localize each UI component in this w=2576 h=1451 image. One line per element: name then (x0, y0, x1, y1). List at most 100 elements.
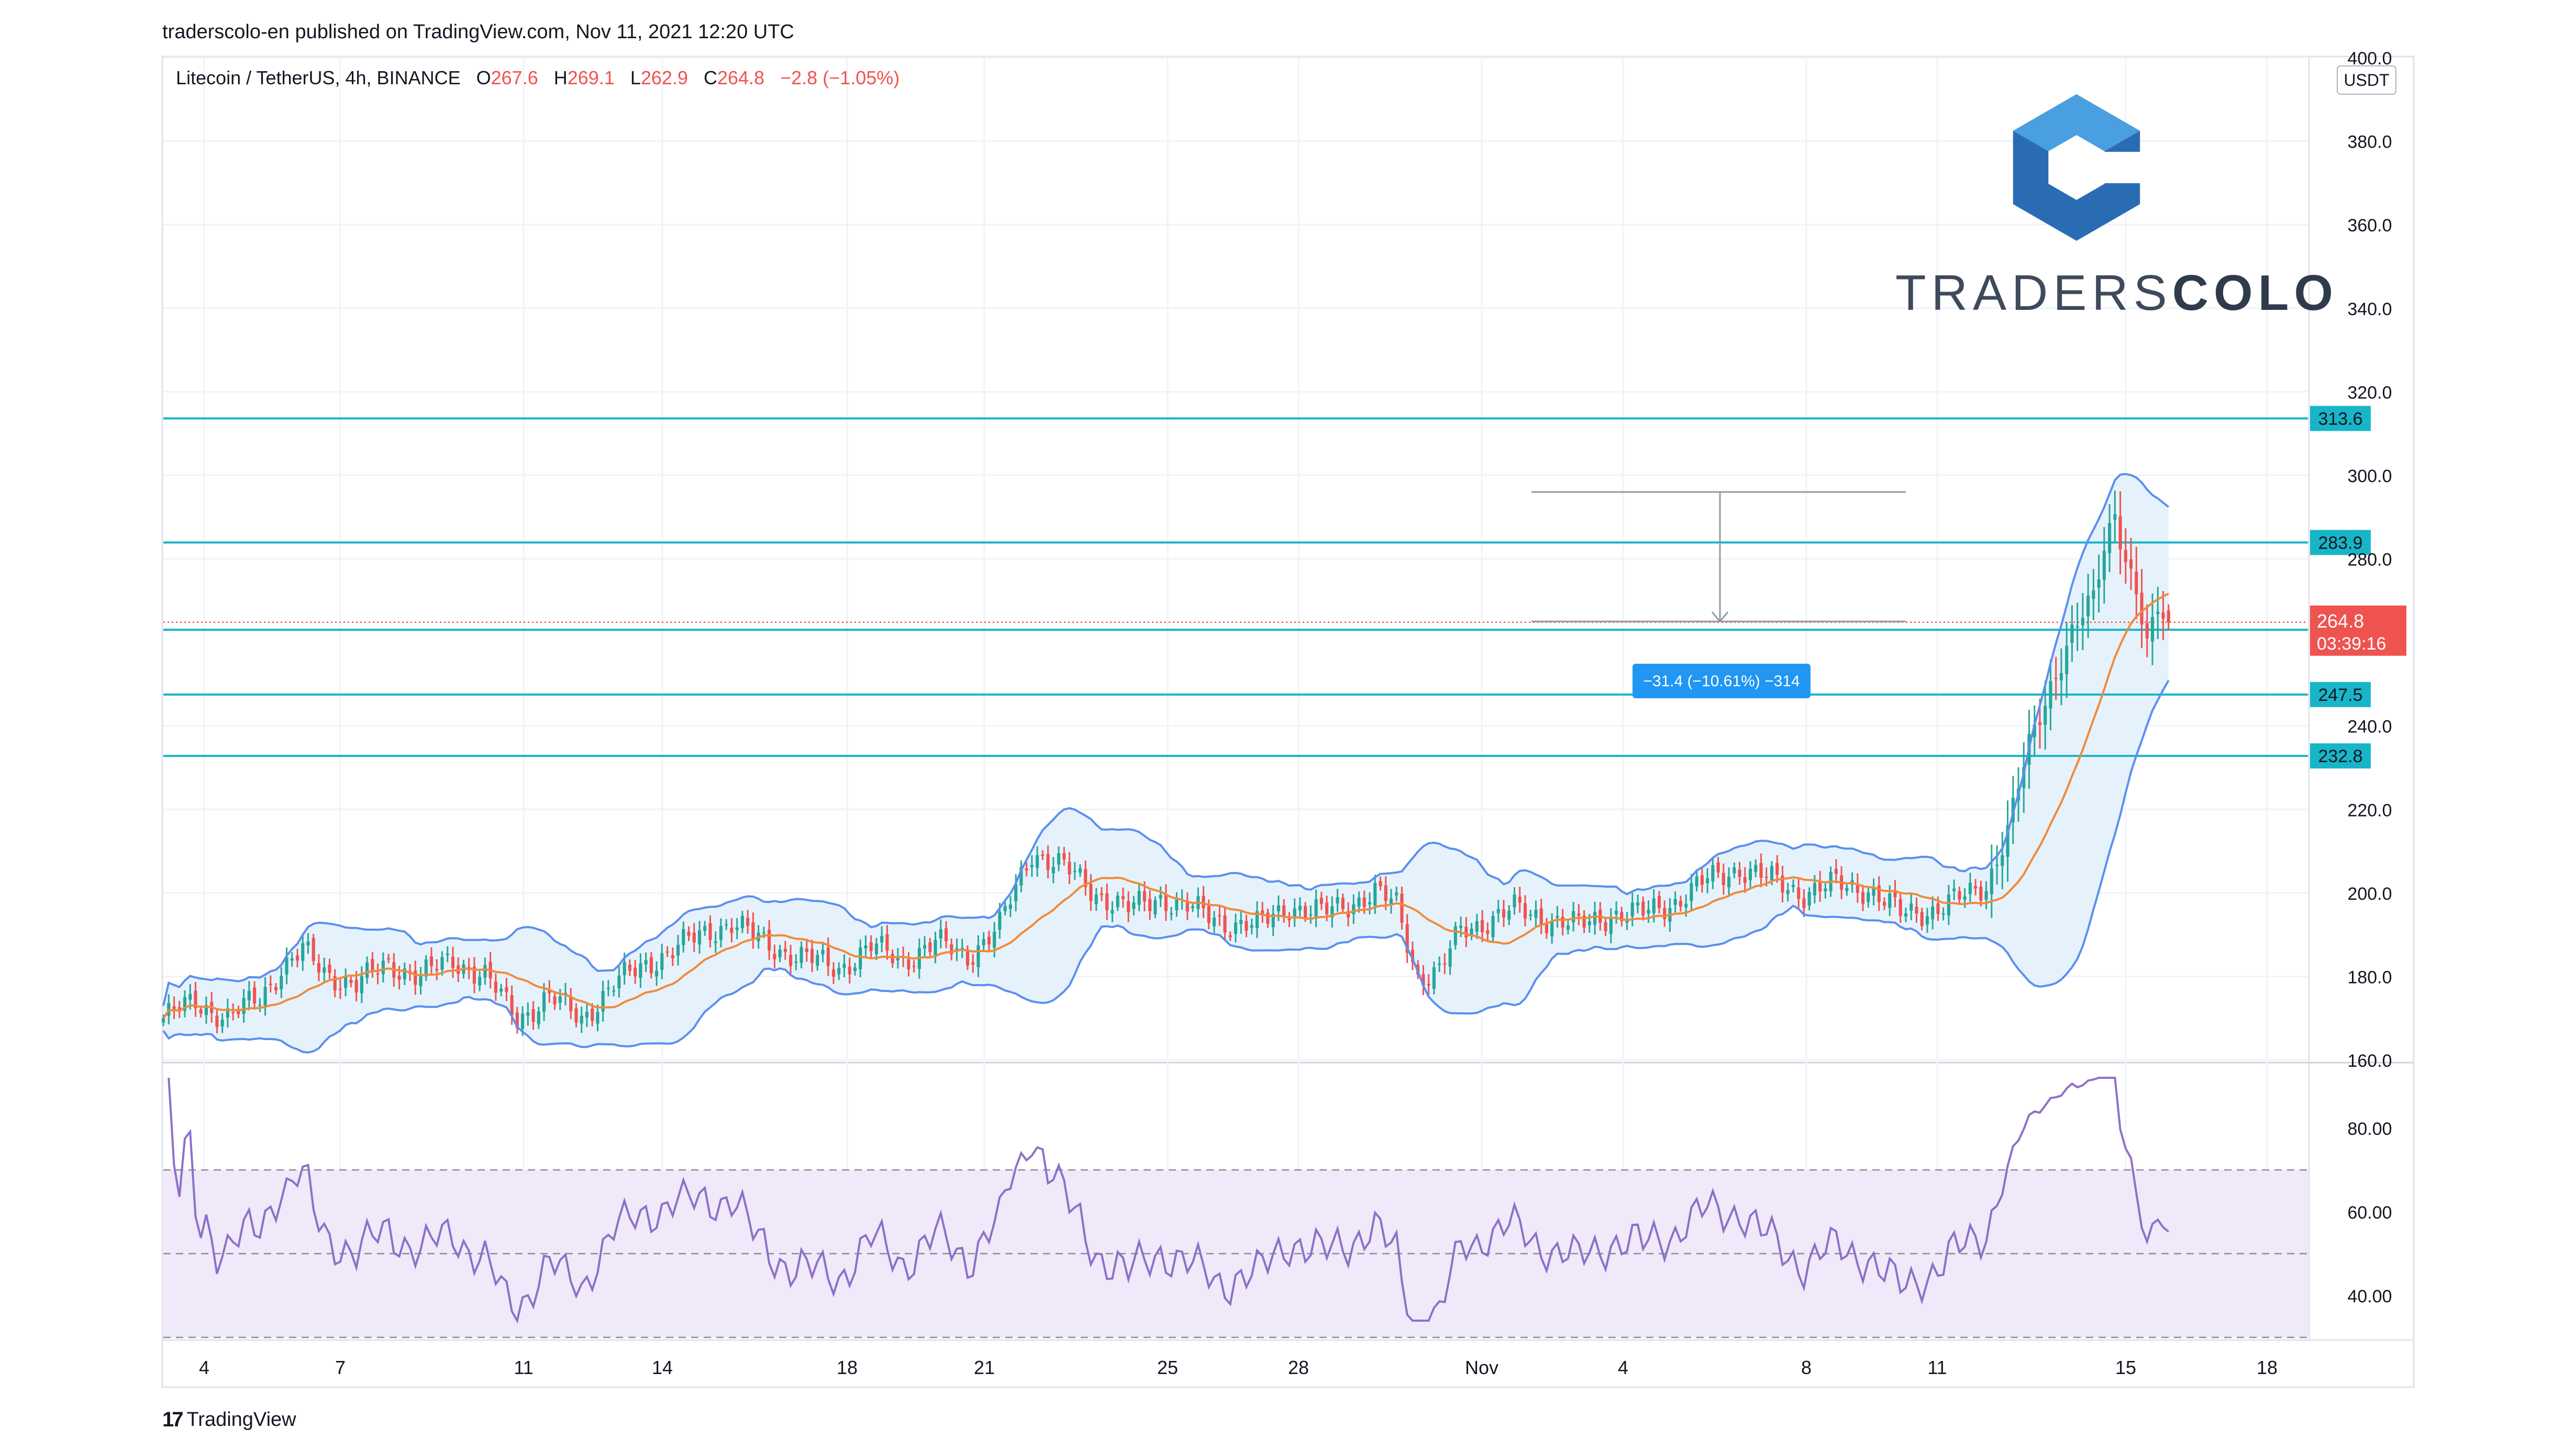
candle-body (472, 966, 476, 984)
candle-body (703, 925, 707, 931)
candle-body (1309, 914, 1313, 916)
price-tick-label: 280.0 (2347, 550, 2392, 570)
candle-body (976, 945, 980, 967)
candle-body (1491, 916, 1495, 937)
candle-body (1234, 922, 1238, 934)
candle-body (1293, 908, 1296, 917)
open-value: 267.6 (491, 67, 538, 88)
candle-body (172, 1006, 176, 1009)
candle-body (1845, 888, 1849, 891)
candle-body (1271, 913, 1275, 928)
candle-body (1979, 886, 1983, 901)
candle-body (1405, 924, 1409, 953)
candle-body (1336, 897, 1339, 903)
candle-body (864, 945, 868, 948)
candle-body (1239, 920, 1243, 924)
candle-body (2156, 611, 2160, 615)
currency-label: USDT (2344, 71, 2389, 90)
candle-body (247, 990, 251, 1001)
candle-body (301, 943, 305, 961)
candle-body (740, 916, 744, 929)
tradingview-footer[interactable]: 17 TradingView (162, 1408, 296, 1432)
candle-body (494, 981, 497, 993)
candle-body (188, 994, 192, 1000)
candle-body (778, 950, 782, 958)
candle-body (891, 954, 894, 964)
close-label: C (703, 67, 717, 88)
candle-body (371, 959, 374, 971)
price-tick-label: 400.0 (2347, 49, 2392, 69)
candle-body (531, 1009, 535, 1022)
candle-body (1984, 891, 1988, 900)
candle-body (220, 1020, 224, 1027)
measure-tool[interactable]: −31.4 (−10.61%) −314 (1531, 491, 1906, 698)
candle-body (1121, 896, 1125, 899)
candle-body (1593, 911, 1597, 925)
candle-body (1587, 921, 1591, 925)
candle-body (397, 975, 401, 980)
candle-body (510, 995, 514, 1015)
candle-body (419, 975, 423, 987)
tradingview-label: TradingView (186, 1409, 296, 1431)
candle-body (204, 1005, 208, 1015)
candle-body (478, 976, 482, 986)
candle-body (365, 962, 369, 978)
candle-body (1807, 892, 1811, 906)
candle-body (1716, 862, 1720, 873)
candle-body (1142, 891, 1146, 902)
candle-body (1738, 869, 1741, 877)
bollinger-upper-line (162, 473, 2170, 1006)
candle-body (1159, 895, 1162, 899)
candle-body (312, 938, 315, 961)
candle-body (1357, 897, 1361, 907)
candle-body (934, 940, 937, 955)
currency-box[interactable] (2337, 65, 2396, 95)
candle-body (1111, 910, 1114, 914)
candle-body (1925, 916, 1929, 925)
candle-body (1834, 868, 1838, 874)
candle-body (1824, 888, 1827, 891)
candle-body (521, 1013, 525, 1029)
candle-body (665, 951, 669, 953)
candle-body (1330, 906, 1334, 918)
last-price-label: 264.8 (2317, 610, 2364, 632)
candle-body (1647, 910, 1650, 914)
level-price-label: 283.9 (2318, 533, 2362, 553)
candle-body (2161, 612, 2165, 619)
price-tick-label: 360.0 (2347, 216, 2392, 236)
candle-body (1282, 905, 1286, 917)
level-price-label: 313.6 (2318, 409, 2362, 429)
candle-body (725, 924, 728, 926)
candle-body (1379, 881, 1382, 886)
candle-body (1084, 869, 1087, 887)
candle-body (950, 944, 953, 955)
candle-body (1352, 904, 1356, 914)
candle-body (1759, 863, 1763, 878)
time-tick-label: 15 (2115, 1357, 2136, 1378)
candle-body (1389, 898, 1393, 905)
candle-body (274, 987, 278, 991)
candle-body (1523, 903, 1527, 919)
candle-body (1904, 913, 1908, 917)
symbol-legend[interactable]: Litecoin / TetherUS, 4h, BINANCE O267.6 … (176, 67, 900, 89)
candle-body (167, 1003, 171, 1016)
candle-body (644, 960, 648, 965)
brand-right: COLO (2172, 265, 2339, 321)
candle-body (606, 988, 610, 989)
level-price-tag (2310, 682, 2371, 707)
candle-body (2006, 825, 2009, 857)
candle-body (553, 996, 557, 1004)
time-tick-label: 21 (974, 1357, 995, 1378)
candle-body (1941, 913, 1945, 915)
candle-body (649, 957, 653, 974)
candle-body (1636, 902, 1640, 906)
candle-body (328, 964, 331, 973)
candle-body (1068, 862, 1071, 875)
candle-body (499, 988, 503, 992)
candle-body (682, 929, 685, 945)
candle-body (349, 980, 353, 983)
candle-body (515, 1012, 519, 1029)
bollinger-fill (163, 474, 2169, 1053)
